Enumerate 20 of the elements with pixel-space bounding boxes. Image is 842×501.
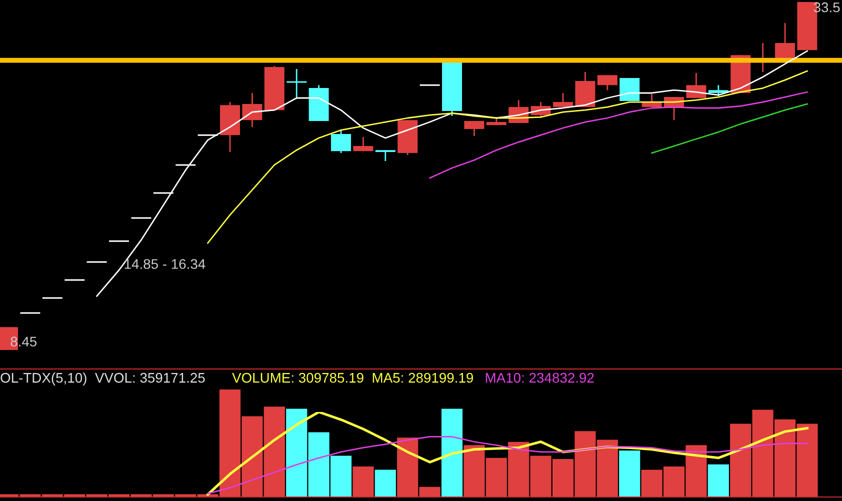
candlestick bbox=[375, 149, 396, 162]
candlestick bbox=[553, 92, 573, 108]
text: VOLUME: 309785.19 MA5: 289199.19 bbox=[232, 372, 474, 383]
text: MA10: 234832.92 bbox=[486, 372, 594, 383]
bar bbox=[708, 464, 729, 497]
bar bbox=[441, 408, 463, 497]
candlestick bbox=[597, 74, 618, 91]
chart-title: OL-TDX(5,10) VVOL: 359171.25 bbox=[0, 372, 205, 386]
bar bbox=[374, 470, 396, 497]
annotation: 14.85 - 16.34 bbox=[124, 259, 206, 269]
candlestick bbox=[464, 120, 484, 137]
candlestick bbox=[686, 72, 706, 99]
candlestick bbox=[286, 68, 307, 100]
candlestick bbox=[353, 136, 374, 152]
bar bbox=[619, 450, 640, 497]
candlestick bbox=[242, 92, 262, 128]
candlestick bbox=[708, 84, 728, 97]
bar bbox=[352, 466, 374, 497]
candlestick bbox=[642, 93, 662, 108]
candlestick bbox=[331, 129, 351, 154]
